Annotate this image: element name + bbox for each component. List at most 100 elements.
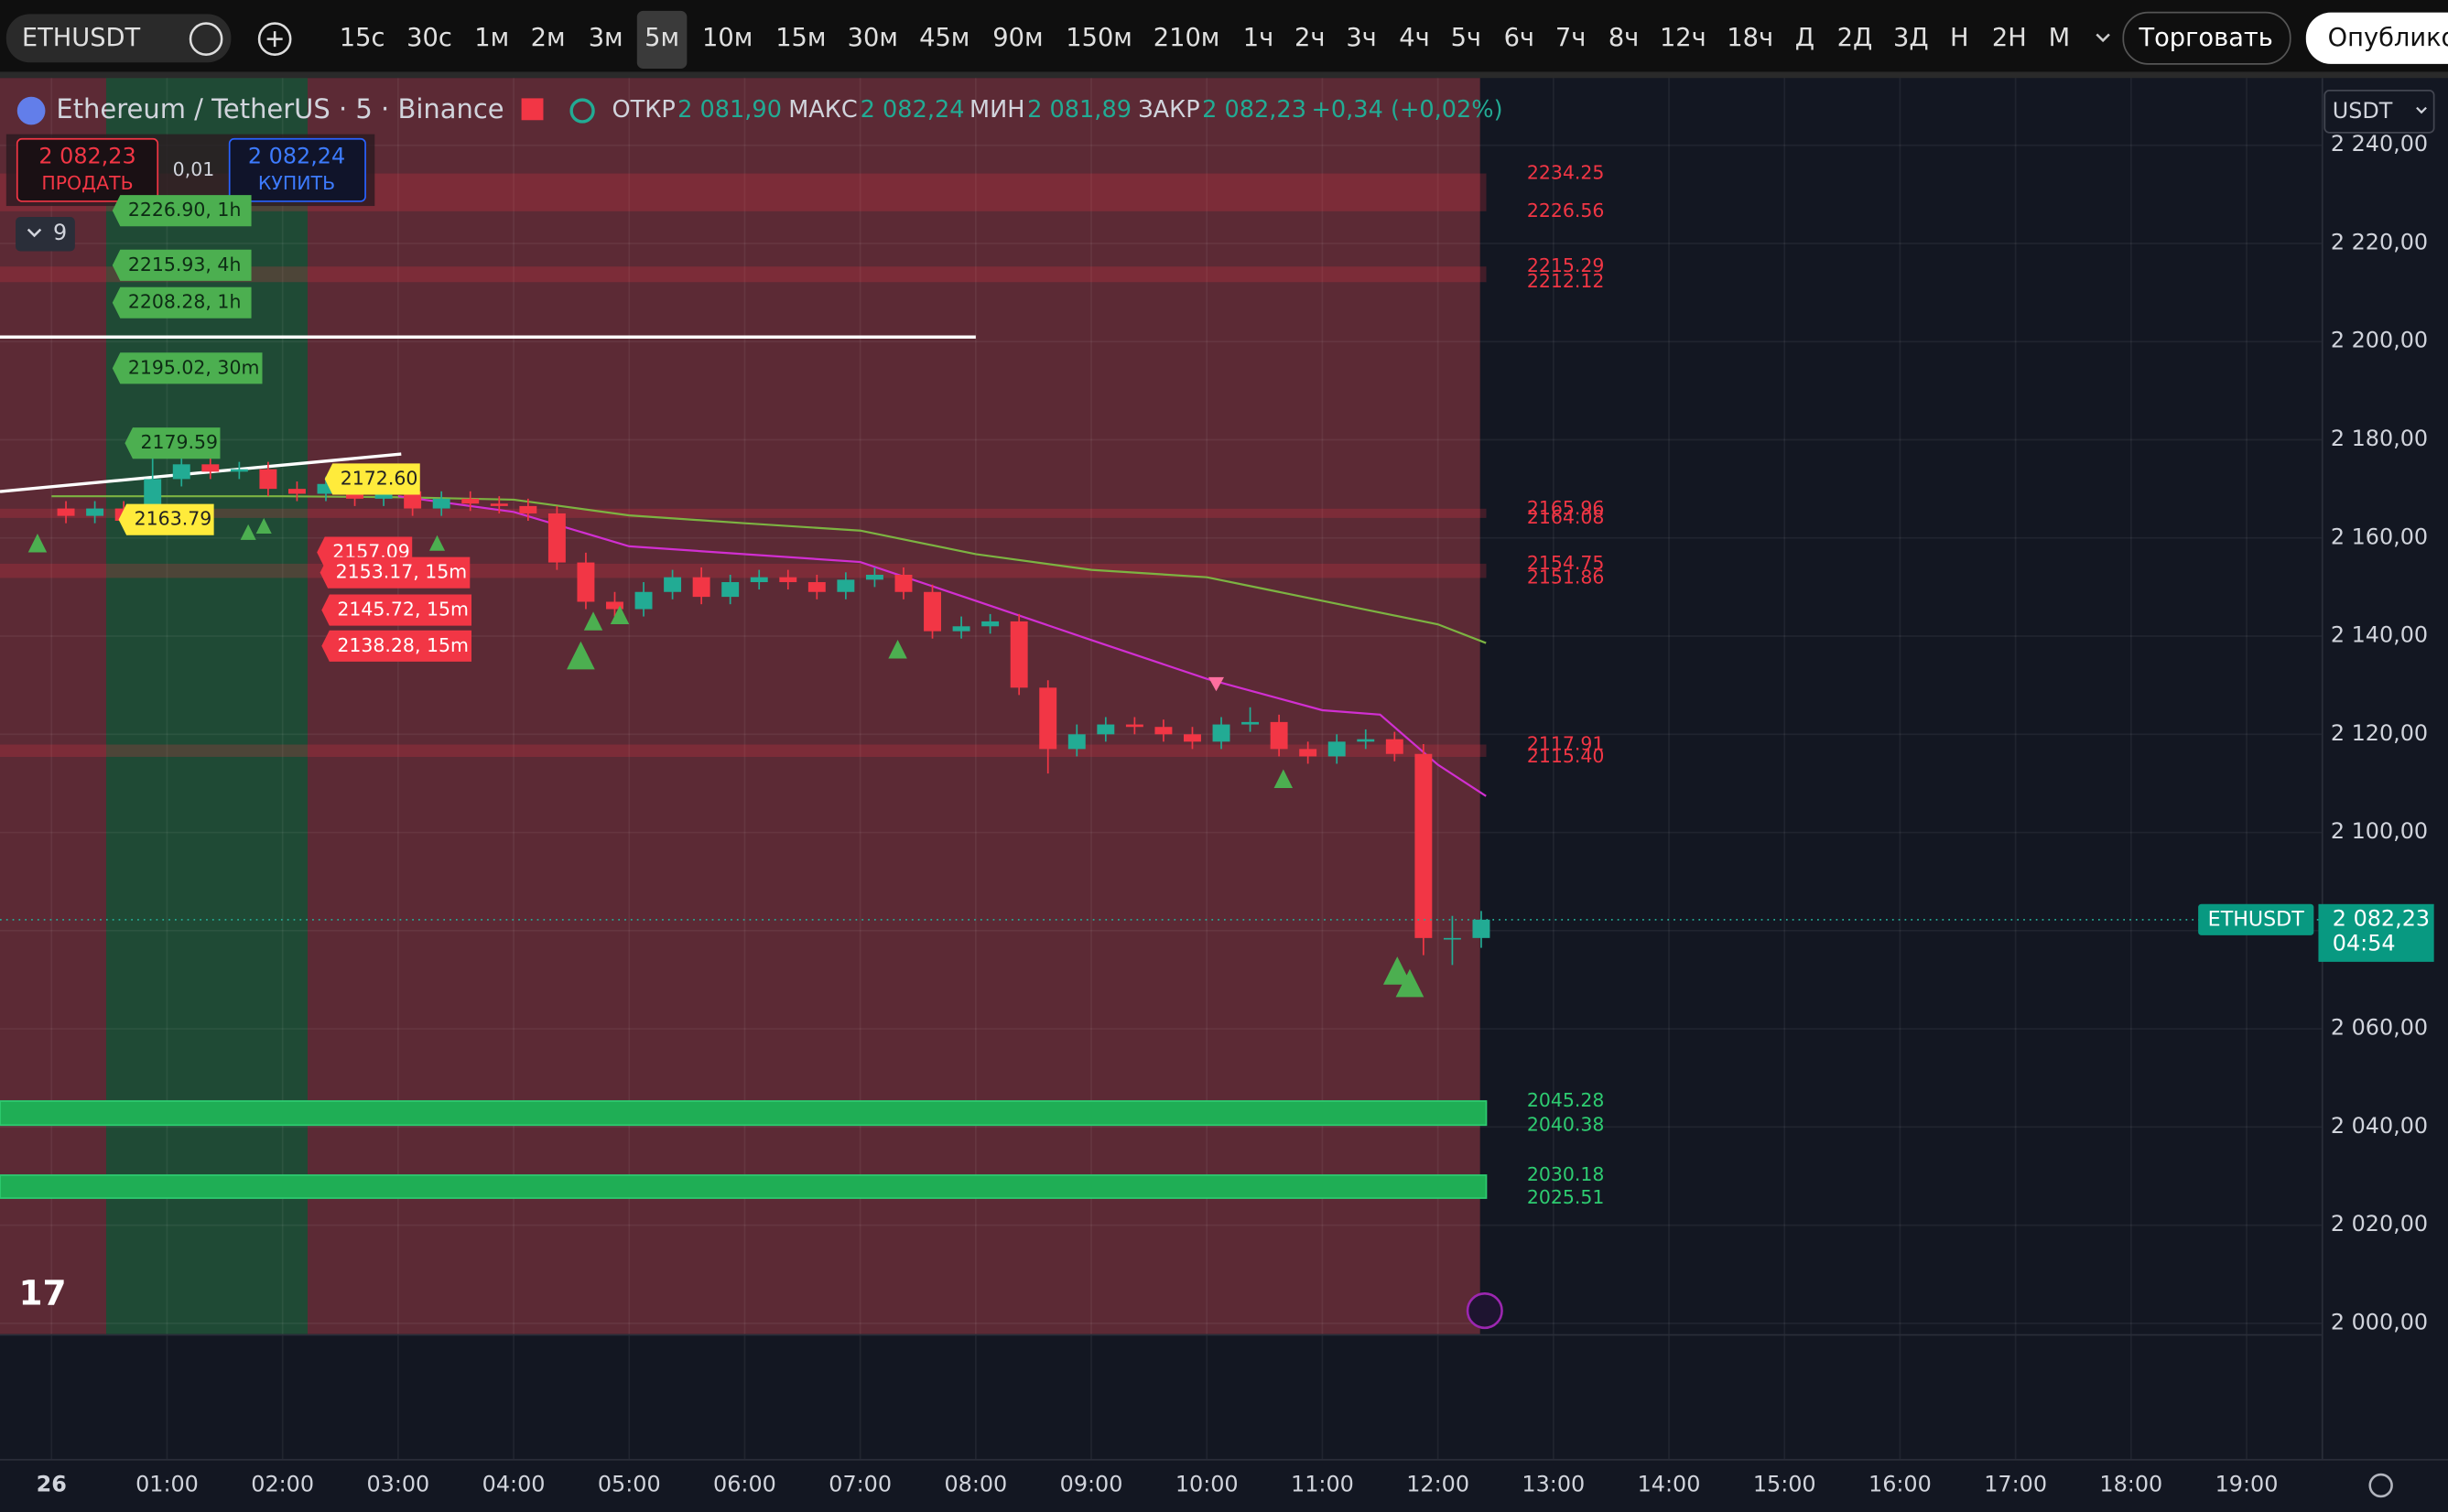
zone-label: 2215.29 [1527,254,1605,276]
interval[interactable]: 10м [702,24,753,52]
settings-icon[interactable] [2368,1473,2393,1498]
candle-body [1472,919,1490,938]
moving-average [397,495,1487,797]
x-tick-label: 12:00 [1406,1472,1469,1497]
buy-button[interactable] [228,137,366,202]
interval[interactable]: 3м [589,24,623,52]
interval[interactable]: 2м [531,24,566,52]
interval[interactable]: 7ч [1555,24,1586,52]
candle-body [519,505,537,513]
sell-signal [1208,676,1224,692]
interval[interactable]: 2ч [1294,24,1325,52]
interval[interactable]: М [2049,24,2071,52]
interval[interactable]: 30с [406,24,452,52]
candle-body [952,626,970,632]
level-tag [125,427,221,459]
interval[interactable]: 5м [644,24,679,52]
level-tag-label: 2157.09 [332,541,410,563]
alert-icon[interactable] [1466,1292,1503,1330]
candle-body [1154,727,1173,735]
x-tick-label: 02:00 [251,1472,314,1497]
y-tick-label: 2 240,00 [2331,131,2428,157]
level-tag-label: 2195.02, 30m [128,356,260,378]
candle-body [490,503,508,506]
candle-body [1184,734,1201,742]
candle-body [894,574,913,592]
candle-body [606,601,623,610]
trade-button-label[interactable]: Торговать [2138,24,2272,52]
change: +0,34 (+0,02%) [1312,96,1503,124]
candle-body [1299,749,1317,757]
interval[interactable]: 12ч [1660,24,1706,52]
candle-body [1010,621,1028,688]
interval[interactable]: 6ч [1504,24,1534,52]
sell-label[interactable]: ПРОДАТЬ [41,172,133,194]
candle-body [634,591,653,610]
y-tick-label: 2 200,00 [2331,328,2428,353]
interval[interactable]: 30м [848,24,898,52]
y-tick-label: 2 100,00 [2331,818,2428,844]
symbol-box[interactable] [5,14,232,63]
buy-signal [1382,956,1412,985]
publish-button[interactable] [2305,12,2448,64]
x-tick-label: 03:00 [366,1472,429,1497]
x-tick-label: 14:00 [1638,1472,1701,1497]
zone-label: 2025.51 [1527,1186,1605,1208]
y-tick-label: 2 040,00 [2331,1113,2428,1139]
add-icon[interactable] [257,22,292,56]
interval[interactable]: 150м [1066,24,1132,52]
zone-label: 2234.25 [1527,162,1605,184]
zone-label: 2164.08 [1527,506,1605,528]
interval[interactable]: 4ч [1399,24,1429,52]
trade-button[interactable] [2122,11,2291,65]
more-intervals[interactable] [2096,33,2110,43]
buy-signal [1395,968,1424,998]
low-value: 2 081,89 [1027,96,1132,124]
candle-body [692,577,710,598]
interval[interactable]: 2Д [1837,24,1873,52]
indicators-count[interactable]: 9 [53,220,67,245]
currency[interactable]: USDT [2333,98,2393,124]
interval[interactable]: 90м [992,24,1043,52]
interval[interactable]: 5ч [1451,24,1481,52]
y-tick-label: 2 020,00 [2331,1211,2428,1237]
x-tick-label: 08:00 [944,1472,1007,1497]
sell-button[interactable] [16,137,159,202]
candle-body [287,489,306,494]
interval[interactable]: 8ч [1609,24,1639,52]
x-tick-label: 05:00 [598,1472,661,1497]
interval[interactable]: 3Д [1893,24,1929,52]
sell-price[interactable]: 2 082,23 [38,144,135,169]
high-value: 2 082,24 [861,96,965,124]
candle-body [721,582,740,598]
interval[interactable]: 15с [340,24,385,52]
interval[interactable]: 210м [1154,24,1220,52]
buy-label[interactable]: КУПИТЬ [258,172,335,194]
publish-button-label[interactable]: Опублико [2328,24,2448,52]
interval[interactable]: 2Н [1992,24,2027,52]
candle-body [461,498,480,504]
interval[interactable]: Н [1950,24,1969,52]
interval[interactable]: 3ч [1346,24,1376,52]
interval[interactable]: 15м [775,24,826,52]
candle-body [837,579,855,592]
level-tag-label: 2215.93, 4h [128,254,242,275]
gem-icon[interactable] [189,22,223,56]
indicators-toggle[interactable] [16,216,75,252]
resistance-zone [0,744,1487,757]
candle-body [750,577,768,583]
level-tag-label: 2226.90, 1h [128,199,242,221]
interval[interactable]: 1ч [1243,24,1273,52]
interval[interactable]: 45м [919,24,969,52]
candle-body [201,464,220,472]
interval[interactable]: 18ч [1727,24,1773,52]
buy-price[interactable]: 2 082,24 [248,144,345,169]
interval[interactable]: Д [1795,24,1814,52]
buy-signal [583,611,603,631]
level-tag [112,195,252,227]
symbol[interactable]: ETHUSDT [22,24,141,52]
interval[interactable]: 1м [474,24,509,52]
currency-select[interactable] [2323,90,2435,134]
